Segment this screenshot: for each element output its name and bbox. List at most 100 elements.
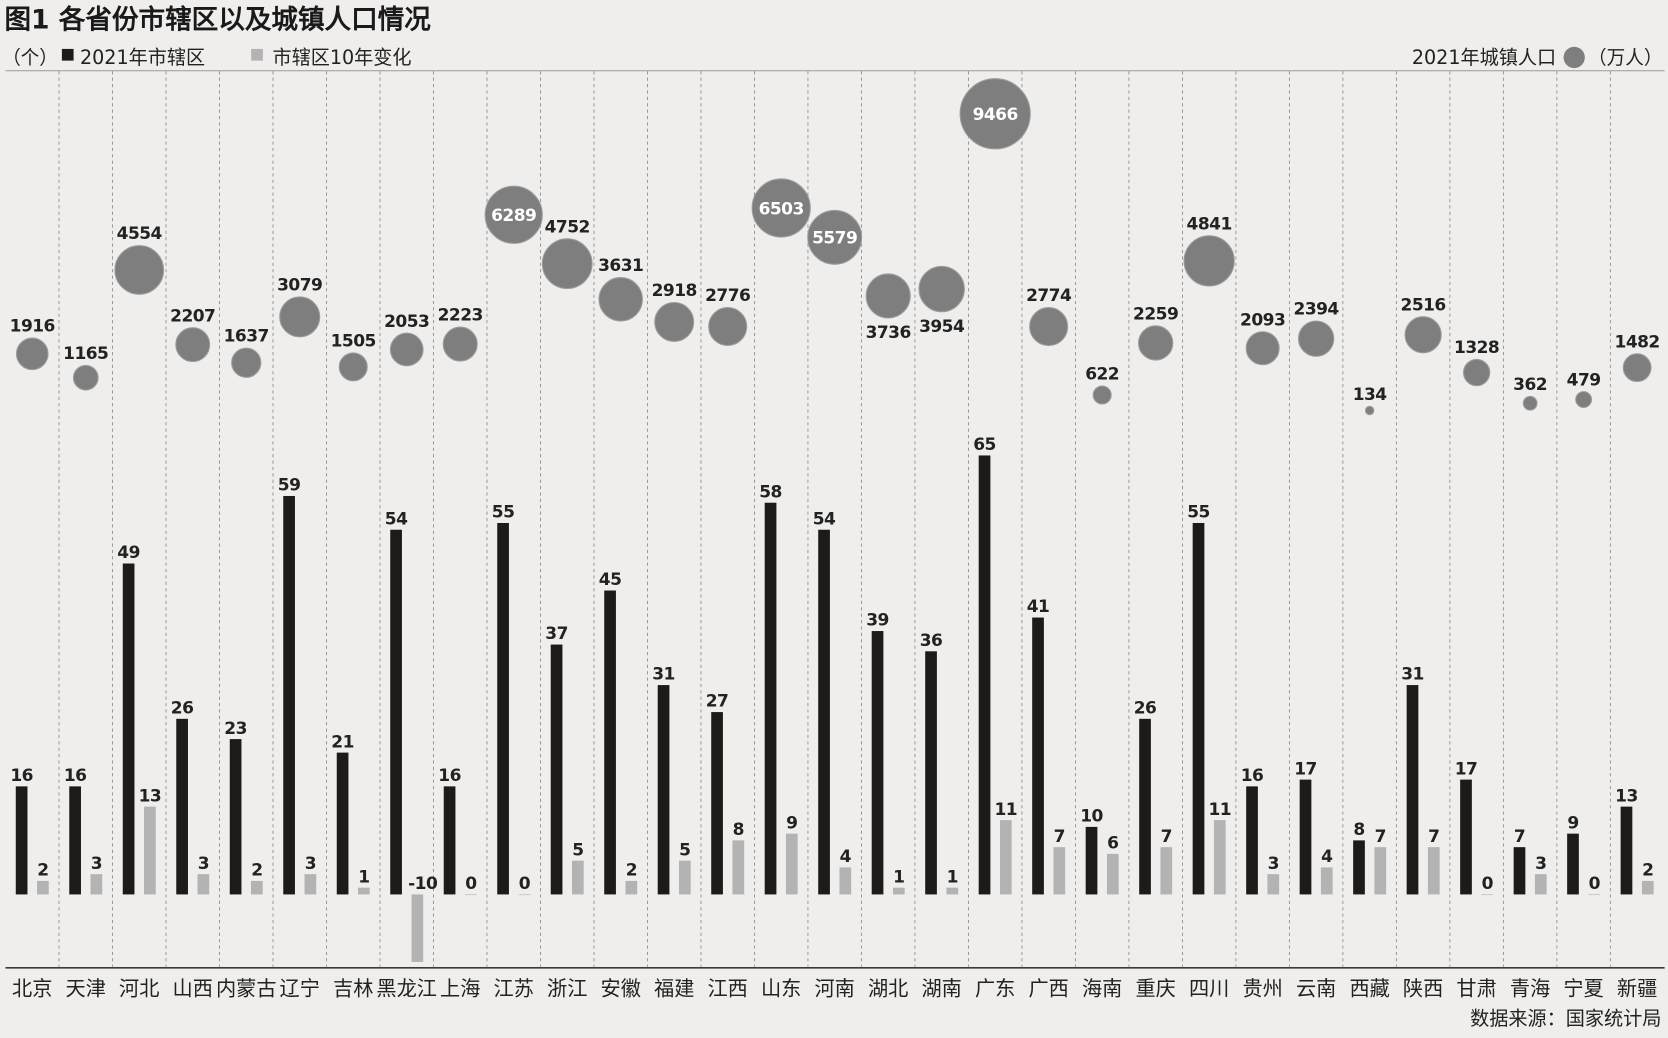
bar-districts-2021 bbox=[1620, 806, 1633, 895]
legend-swatch-population bbox=[1563, 46, 1585, 69]
province-label: 内蒙古 bbox=[216, 976, 277, 1000]
legend-label-change: 市辖区10年变化 bbox=[272, 46, 411, 69]
bar-change-10y bbox=[999, 820, 1012, 895]
bar-change-label: 3 bbox=[91, 854, 102, 874]
bar-change-label: 13 bbox=[139, 786, 162, 806]
bar-change-10y bbox=[1320, 867, 1333, 895]
bar-districts-2021 bbox=[69, 786, 81, 895]
bar-districts-2021 bbox=[550, 644, 563, 895]
bar-districts-2021 bbox=[1406, 685, 1419, 895]
bar-districts-2021 bbox=[1085, 826, 1098, 895]
population-bubble-label: 2207 bbox=[170, 306, 215, 326]
bar-districts-label: 16 bbox=[438, 766, 461, 786]
province-label: 安徽 bbox=[601, 976, 641, 1000]
province-label: 山西 bbox=[173, 976, 213, 1000]
province-label: 宁夏 bbox=[1563, 976, 1603, 1000]
bar-districts-label: 26 bbox=[1134, 699, 1157, 719]
bar-districts-2021 bbox=[497, 522, 509, 895]
bar-change-label: 0 bbox=[519, 874, 531, 894]
population-bubble-label: 479 bbox=[1567, 370, 1601, 390]
province-label: 辽宁 bbox=[280, 976, 320, 1000]
bar-districts-2021 bbox=[978, 455, 991, 895]
bar-districts-label: 45 bbox=[599, 570, 622, 590]
bar-change-10y bbox=[892, 887, 905, 895]
population-bubble-label: 2394 bbox=[1294, 300, 1340, 320]
population-bubble-label: 622 bbox=[1085, 365, 1119, 385]
province-label: 青海 bbox=[1510, 976, 1550, 1000]
bar-change-10y bbox=[1213, 820, 1226, 895]
population-bubble bbox=[654, 301, 695, 342]
province-label: 江苏 bbox=[494, 976, 534, 1000]
population-bubble-label: 2223 bbox=[438, 306, 483, 326]
population-bubble bbox=[1029, 307, 1069, 347]
bar-change-10y bbox=[1427, 847, 1440, 895]
bar-districts-label: 16 bbox=[1241, 766, 1264, 786]
population-bubble-label: 1482 bbox=[1615, 332, 1660, 352]
population-bubble bbox=[1462, 358, 1491, 387]
bar-change-10y bbox=[251, 880, 263, 895]
bar-districts-2021 bbox=[15, 786, 28, 895]
legend-swatch-change bbox=[251, 48, 263, 61]
bar-districts-label: 55 bbox=[1187, 503, 1210, 523]
province-label: 山东 bbox=[761, 976, 801, 1000]
bar-change-10y bbox=[197, 874, 210, 895]
bar-districts-2021 bbox=[1513, 847, 1526, 895]
province-label: 陕西 bbox=[1403, 976, 1443, 1000]
bar-districts-label: 58 bbox=[759, 482, 782, 502]
bar-districts-2021 bbox=[1460, 779, 1472, 895]
bar-districts-label: 16 bbox=[64, 766, 87, 786]
population-bubble-label: 1637 bbox=[224, 327, 269, 347]
bar-districts-label: 10 bbox=[1080, 807, 1103, 827]
bar-change-label: 1 bbox=[947, 867, 958, 887]
bar-change-label: 1 bbox=[358, 867, 369, 887]
bar-change-10y bbox=[144, 806, 156, 895]
population-bubble-label: 134 bbox=[1353, 385, 1388, 405]
population-bubble bbox=[865, 273, 911, 319]
population-bubble bbox=[1297, 320, 1335, 357]
bar-districts-label: 54 bbox=[385, 509, 408, 529]
bubble-layer bbox=[15, 78, 1652, 416]
bar-change-10y bbox=[411, 894, 424, 962]
bar-districts-2021 bbox=[1032, 617, 1044, 895]
population-bubble-label: 2093 bbox=[1240, 310, 1285, 330]
bar-change-label: 0 bbox=[1482, 874, 1494, 894]
bar-districts-label: 13 bbox=[1615, 786, 1638, 806]
population-bubble-label: 1505 bbox=[331, 332, 376, 352]
bar-change-10y bbox=[304, 874, 317, 895]
chart-title: 图1 各省份市辖区以及城镇人口情况 bbox=[4, 5, 431, 36]
population-bubble bbox=[231, 347, 262, 378]
bar-change-label: 2 bbox=[1642, 861, 1653, 881]
population-bubble-label: 6289 bbox=[491, 206, 536, 226]
province-label: 甘肃 bbox=[1456, 976, 1496, 1000]
bar-change-label: 8 bbox=[733, 820, 744, 840]
population-bubble-label: 3079 bbox=[277, 275, 322, 295]
province-label: 黑龙江 bbox=[376, 976, 437, 1000]
bar-districts-2021 bbox=[1567, 833, 1579, 895]
province-label: 河南 bbox=[814, 976, 854, 1000]
population-bubble-label: 9466 bbox=[973, 105, 1018, 125]
population-bubble-label: 3954 bbox=[919, 317, 965, 337]
population-bubble-label: 2776 bbox=[705, 286, 750, 306]
population-bubble-label: 2259 bbox=[1133, 304, 1178, 324]
bar-districts-label: 54 bbox=[813, 509, 836, 529]
bar-change-10y bbox=[839, 867, 852, 895]
province-label: 湖南 bbox=[921, 976, 961, 1000]
population-bubble bbox=[1522, 395, 1538, 411]
population-bubble-label: 6503 bbox=[759, 199, 804, 219]
bar-districts-label: 9 bbox=[1567, 813, 1578, 833]
bar-change-10y bbox=[572, 860, 584, 895]
population-bubble-label: 1916 bbox=[10, 317, 55, 337]
bar-districts-2021 bbox=[336, 752, 349, 895]
bar-districts-2021 bbox=[1353, 840, 1365, 895]
bar-change-label: 5 bbox=[572, 840, 583, 860]
bar-change-10y bbox=[1106, 853, 1119, 895]
bar-change-label: 7 bbox=[1375, 827, 1386, 847]
bar-change-label: 11 bbox=[995, 800, 1018, 820]
bar-change-10y bbox=[1588, 894, 1601, 896]
population-bubble-label: 1328 bbox=[1454, 338, 1499, 358]
population-bubble-label: 2774 bbox=[1026, 286, 1072, 306]
bar-change-10y bbox=[358, 887, 370, 895]
bar-districts-2021 bbox=[443, 786, 456, 895]
